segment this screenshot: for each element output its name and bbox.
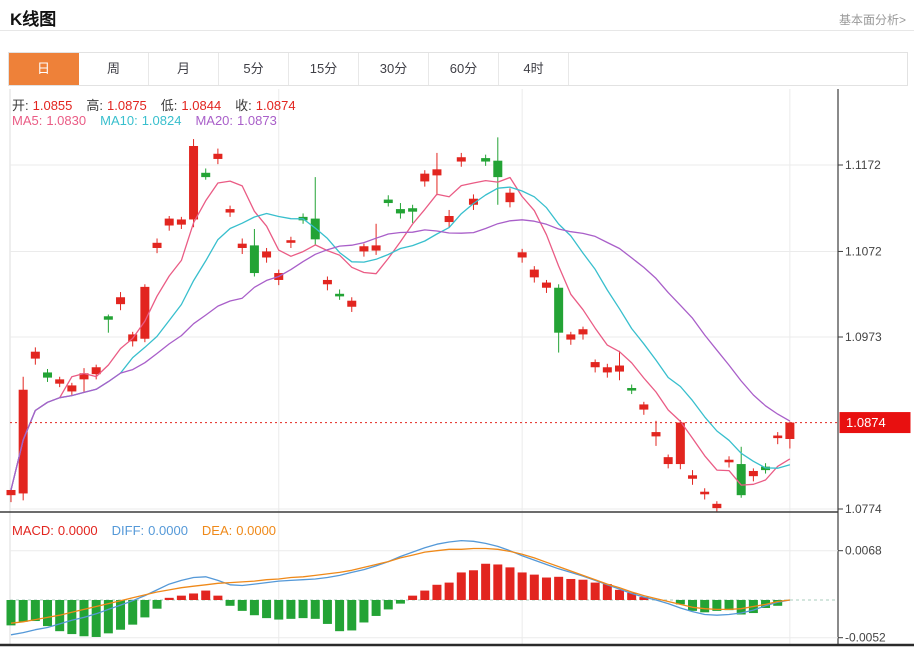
vertical-gridlines: [9, 89, 791, 645]
tab-period-4[interactable]: 5分: [219, 53, 289, 85]
dea-line: [10, 547, 790, 624]
low-label: 低:: [160, 98, 178, 113]
page-title: K线图: [10, 10, 57, 29]
price-axis: 1.1172 1.1072 1.0973 1.0774: [10, 158, 882, 516]
ma10-value: 1.0824: [141, 113, 182, 128]
close-label: 收:: [235, 98, 252, 113]
diff-label: DIFF:: [111, 523, 145, 538]
candles-layer: [6, 137, 795, 513]
last-price-label: [839, 412, 911, 434]
tab-period-5[interactable]: 15分: [289, 53, 359, 85]
tab-period-6[interactable]: 30分: [359, 53, 429, 85]
low-value: 1.0844: [181, 98, 222, 113]
ma20-line: [10, 219, 791, 491]
tab-period-1[interactable]: 日: [9, 53, 79, 85]
macd-value: 0.0000: [57, 523, 98, 538]
ma5-label: MA5:: [12, 113, 43, 128]
svg-text:1.0973: 1.0973: [845, 330, 882, 344]
svg-text:1.1172: 1.1172: [845, 158, 881, 172]
ma5-line: [10, 176, 791, 491]
macd-histogram: [6, 563, 783, 637]
diff-line: [10, 539, 791, 636]
svg-text:-0.0052: -0.0052: [845, 631, 886, 645]
svg-text:1.0774: 1.0774: [845, 502, 882, 516]
open-value: 1.0855: [32, 98, 73, 113]
svg-text:0.0068: 0.0068: [845, 544, 882, 558]
ohlc-legend: 开: 1.0855 高: 1.0875 低: 1.0844 收: 1.0874: [12, 95, 300, 114]
tab-period-7[interactable]: 60分: [429, 53, 499, 85]
macd-axis: 0.0068 -0.0052: [10, 544, 886, 645]
ma10-label: MA10:: [100, 113, 138, 128]
diff-value: 0.0000: [148, 523, 188, 538]
ma-legend: MA5: 1.0830 MA10: 1.0824 MA20: 1.0873: [12, 113, 281, 128]
tab-period-3[interactable]: 月: [149, 53, 219, 85]
tab-period-2[interactable]: 周: [79, 53, 149, 85]
open-label: 开:: [12, 98, 29, 113]
dea-label: DEA:: [201, 523, 233, 538]
chart-area: 1.1172 1.1072 1.0973 1.0774 1.0874 0.0068 -0.0…: [0, 89, 914, 647]
ma5-value: 1.0830: [46, 113, 87, 128]
last-price-marker: 1.0874: [10, 412, 911, 434]
close-value: 1.0874: [255, 98, 296, 113]
macd-label: MACD:: [12, 523, 54, 538]
ma10-line: [10, 186, 791, 491]
high-label: 高:: [86, 98, 104, 113]
ma20-label: MA20:: [195, 113, 234, 128]
dea-value: 0.0000: [236, 523, 277, 538]
header-divider: [0, 30, 914, 31]
svg-text:1.0874: 1.0874: [846, 415, 886, 430]
kline-chart-svg[interactable]: 1.1172 1.1072 1.0973 1.0774 1.0874 0.0068 -0.0…: [0, 89, 914, 647]
fundamental-analysis-link[interactable]: 基本面分析>: [838, 13, 906, 27]
ma20-value: 1.0873: [237, 113, 277, 128]
frame: [0, 89, 914, 647]
macd-legend: MACD: 0.0000 DIFF: 0.0000 DEA: 0.0000: [12, 523, 280, 538]
svg-text:1.1072: 1.1072: [845, 244, 882, 258]
tab-period-8[interactable]: 4时: [499, 53, 569, 85]
period-tabbar: 日周月 5分 15分 30分 60分 4时: [8, 52, 908, 86]
high-value: 1.0875: [107, 98, 147, 113]
